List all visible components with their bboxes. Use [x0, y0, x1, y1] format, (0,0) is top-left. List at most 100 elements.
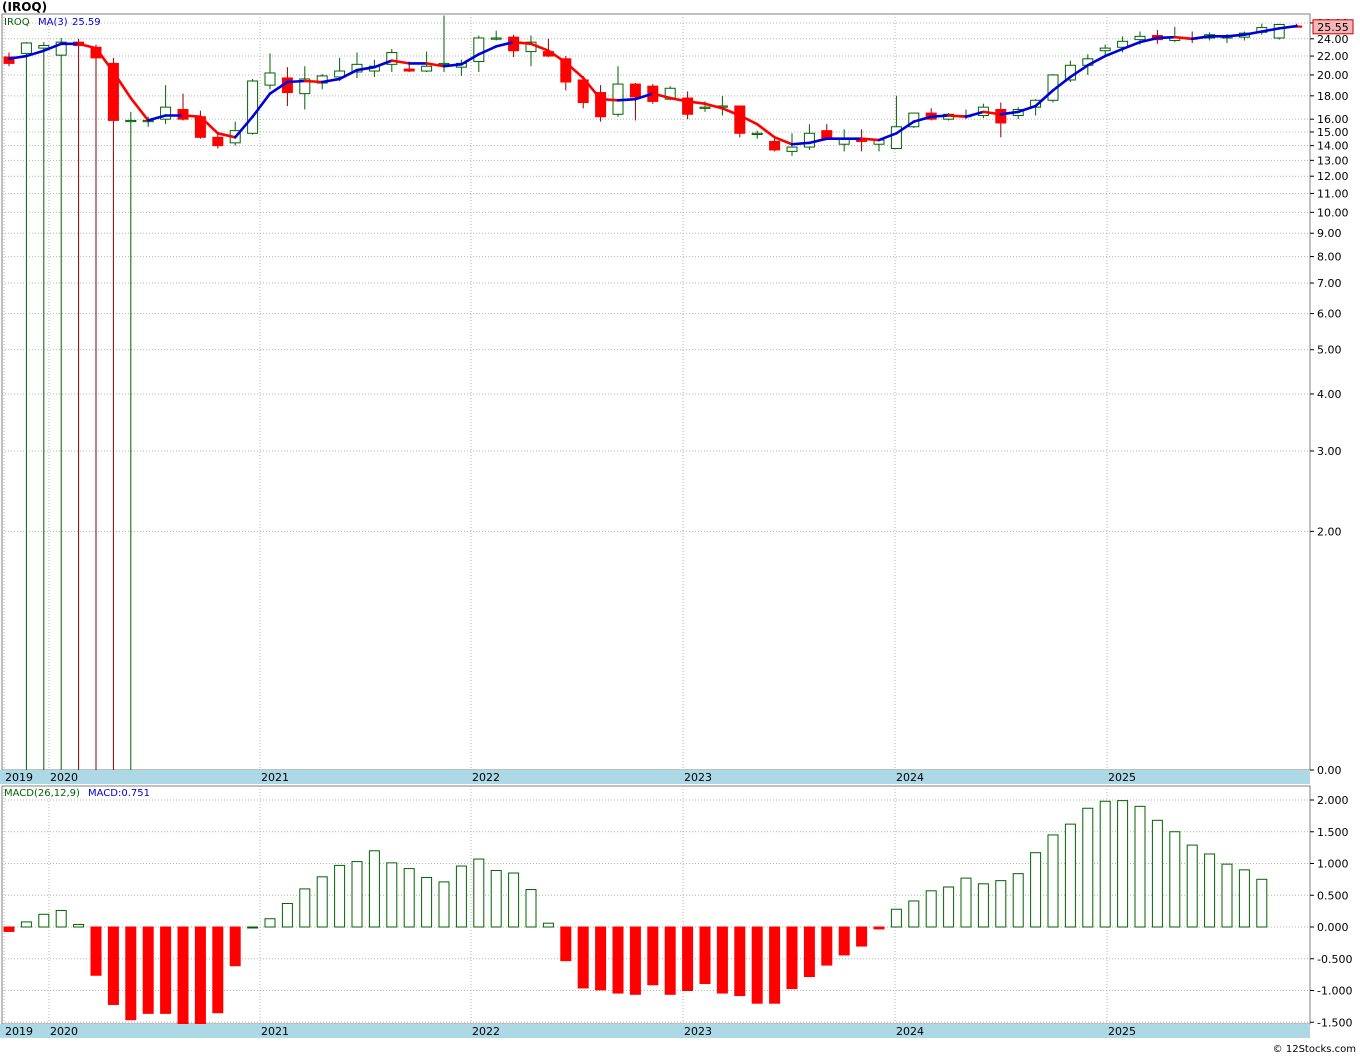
macd-axis-label: -0.500 [1317, 953, 1352, 966]
macd-year-label: 2023 [684, 1025, 712, 1038]
candle-down [682, 97, 694, 115]
macd-axis-label: 0.000 [1317, 921, 1349, 934]
macd-bar-positive [368, 850, 380, 928]
ma3-segment [1156, 35, 1177, 40]
candle-up [1134, 35, 1146, 41]
macd-bar-positive [925, 890, 937, 928]
year-label: 2021 [261, 771, 289, 784]
macd-axis-label: 0.500 [1317, 889, 1349, 902]
ma3-segment [94, 46, 115, 74]
last-price-tag [1312, 19, 1354, 35]
ma3-segment [860, 137, 881, 142]
ma3-segment [129, 96, 150, 122]
macd-bar-positive [421, 876, 433, 928]
macd-panel: 2.000 1.500 1.000 0.500 0.000 -0.500 -1.000 -1.… [0, 785, 1352, 1038]
macd-bar-negative [769, 926, 781, 1004]
candle-down [734, 105, 746, 134]
ma3-segment [7, 54, 28, 61]
macd-bar-positive [55, 909, 67, 928]
ma3-segment [199, 115, 220, 135]
macd-axis-label: 1.500 [1317, 826, 1349, 839]
candle-up [803, 132, 815, 148]
macd-bar-negative [90, 926, 102, 976]
candle-up [890, 126, 902, 149]
macd-axis-label: -1.000 [1317, 985, 1352, 998]
ma3-segment [390, 59, 411, 65]
macd-axis-label: 2.000 [1317, 794, 1349, 807]
price-axis-label: 16.00 [1317, 113, 1349, 126]
ma3-segment [564, 61, 585, 80]
macd-bar-negative [3, 926, 15, 932]
candle-up [473, 37, 485, 63]
macd-bar-positive [1204, 853, 1216, 928]
macd-bar-positive [1064, 823, 1076, 928]
macd-bar-positive [1012, 873, 1024, 928]
macd-bar-negative [560, 926, 572, 962]
macd-bar-negative [629, 926, 641, 995]
macd-value-label: MACD:0.751 [88, 788, 150, 799]
candle-up [438, 62, 450, 66]
ma3-segment [1225, 33, 1246, 38]
macd-bar-negative [856, 926, 868, 947]
macd-bar-positive [1134, 805, 1146, 928]
ma3-segment [1190, 35, 1211, 41]
candle-up [264, 72, 276, 86]
ma3-segment [303, 79, 324, 84]
ma3-segment [77, 42, 98, 50]
macd-bar-positive [473, 858, 485, 928]
macd-bar-positive [20, 921, 32, 928]
candle-up [38, 45, 50, 49]
price-axis-label: 15.00 [1317, 126, 1349, 139]
macd-bar-negative [229, 926, 241, 967]
candle-down [595, 92, 607, 118]
site-credit: © 12Stocks.com [1273, 1044, 1356, 1055]
candle-up [421, 65, 433, 72]
ma3-segment [42, 42, 63, 53]
macd-bar-positive [264, 918, 276, 928]
candle-down [995, 109, 1007, 124]
ma3-segment [703, 102, 724, 110]
ma3-segment [999, 110, 1020, 116]
ma3-segment [634, 92, 655, 101]
ma3-segment [112, 70, 133, 100]
macd-bar-negative [803, 926, 815, 978]
ma3-segment [1051, 75, 1072, 92]
year-label: 2025 [1108, 771, 1136, 784]
macd-bar-positive [334, 864, 346, 928]
macd-bar-negative [194, 926, 206, 1030]
macd-bar-negative [664, 926, 676, 995]
ma3-segment [599, 97, 620, 102]
macd-bar-positive [1030, 852, 1042, 928]
ma3-segment [355, 65, 376, 72]
ma3-segment [1277, 24, 1298, 30]
macd-bar-negative [125, 926, 137, 1021]
macd-title: MACD(26,12,9) [4, 788, 80, 799]
ma3-segment [181, 114, 202, 119]
ma3-segment [982, 110, 1003, 116]
ma3-segment [529, 42, 550, 53]
macd-bar-negative [647, 926, 659, 986]
ma3-segment [790, 141, 811, 146]
macd-bar-positive [977, 883, 989, 928]
macd-bar-negative [838, 926, 850, 956]
macd-bar-positive [960, 877, 972, 928]
candle-up [1117, 40, 1129, 48]
macd-bar-negative [212, 926, 224, 1014]
macd-bar-positive [1221, 863, 1233, 928]
macd-bar-negative [682, 926, 694, 991]
candle-up [1273, 23, 1285, 39]
ma3-segment [947, 114, 968, 119]
macd-bar-negative [734, 926, 746, 997]
macd-bar-positive [351, 861, 363, 928]
ma3-line [7, 24, 1298, 146]
price-axis-label: 6.00 [1317, 308, 1342, 321]
macd-year-label: 2024 [896, 1025, 924, 1038]
price-axis-label: 9.00 [1317, 227, 1342, 240]
ma3-segment [460, 52, 481, 66]
ma3-segment [721, 107, 742, 117]
price-year-band [0, 770, 1310, 784]
ma3-segment [581, 76, 602, 101]
price-panel: 26.0024.0022.0020.0018.0016.0015.0014.00… [0, 13, 1354, 784]
macd-bar-positive [1047, 834, 1059, 928]
